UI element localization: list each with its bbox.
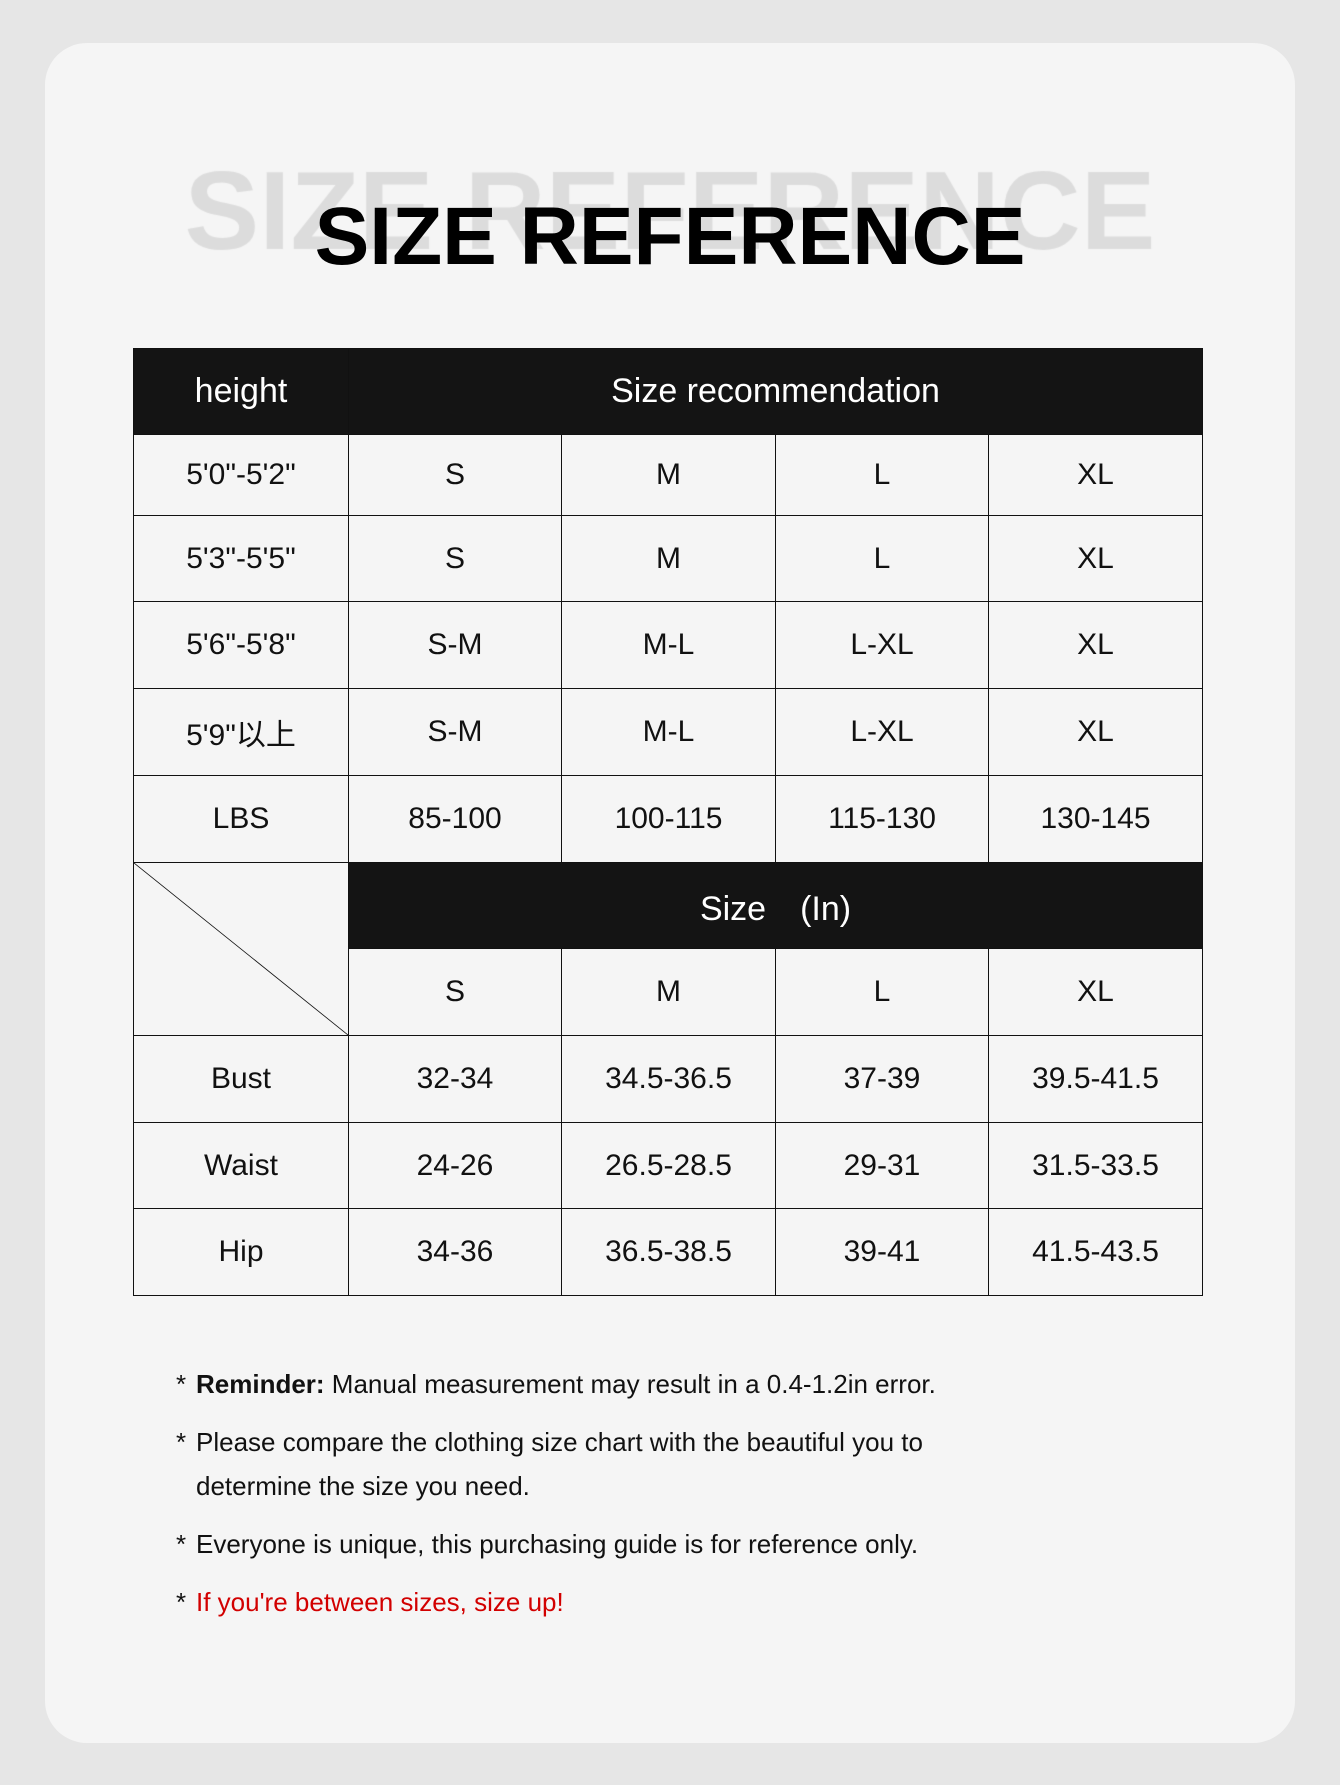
reminder-label: Reminder: — [196, 1369, 325, 1399]
row-label: Bust — [133, 1035, 349, 1123]
table-cell: 26.5-28.5 — [561, 1122, 776, 1209]
row-label: Hip — [133, 1208, 349, 1296]
table-cell: M — [561, 434, 776, 516]
table-cell: 31.5-33.5 — [987, 1122, 1204, 1209]
table-cell: S — [348, 434, 562, 516]
header-size-in: Size (In) — [347, 862, 1204, 949]
note-text: determine the size you need. — [196, 1471, 530, 1501]
table-row: Hip 34-36 36.5-38.5 39-41 41.5-43.5 — [133, 1208, 1204, 1296]
row-label: LBS — [133, 775, 349, 863]
table-cell: 39.5-41.5 — [987, 1035, 1204, 1123]
bullet: * — [176, 1427, 187, 1457]
table-cell: L-XL — [775, 688, 989, 776]
table-cell: 100-115 — [561, 775, 776, 863]
table-row: 5'0"-5'2" S M L XL — [133, 434, 1204, 516]
size-table: height Size recommendation 5'0"-5'2" S M L X… — [133, 348, 1204, 1296]
table-row: 5'6"-5'8" S-M M-L L-XL XL — [133, 601, 1204, 689]
page-title: SIZE REFERENCE — [314, 191, 1026, 282]
table-row: 5'3"-5'5" S M L XL — [133, 515, 1204, 602]
table-cell: 36.5-38.5 — [561, 1208, 776, 1296]
table-cell: M-L — [561, 688, 776, 776]
note-reminder: * Reminder: Manual measurement may result… — [176, 1362, 936, 1406]
note-text: Everyone is unique, this purchasing guid… — [196, 1529, 919, 1559]
note-unique: * Everyone is unique, this purchasing gui… — [176, 1522, 936, 1566]
note-size-up: * If you're between sizes, size up! — [176, 1580, 936, 1624]
table-cell: 85-100 — [348, 775, 562, 863]
table-cell: 41.5-43.5 — [987, 1208, 1204, 1296]
diagonal-line — [134, 863, 348, 1035]
table-cell: M — [561, 515, 776, 602]
bullet: * — [176, 1587, 187, 1617]
note-compare: * Please compare the clothing size chart … — [176, 1420, 936, 1508]
row-label: 5'0"-5'2" — [133, 434, 349, 516]
notes: * Reminder: Manual measurement may result… — [176, 1362, 936, 1638]
size-label: S — [348, 948, 562, 1036]
table-cell: 115-130 — [775, 775, 989, 863]
table-cell: S-M — [348, 601, 562, 689]
table-cell: XL — [987, 601, 1204, 689]
table-cell: S-M — [348, 688, 562, 776]
size-header-row: Size (In) — [133, 862, 1204, 1036]
table-cell: 34-36 — [348, 1208, 562, 1296]
size-labels-row: S M L XL — [134, 948, 1204, 1036]
bullet: * — [176, 1529, 187, 1559]
table-cell: 29-31 — [775, 1122, 989, 1209]
bullet: * — [176, 1369, 187, 1399]
row-label: 5'6"-5'8" — [133, 601, 349, 689]
diagonal-cell — [133, 862, 349, 1036]
title-watermark — [0, 150, 1340, 280]
table-cell: L — [775, 434, 989, 516]
table-cell: L-XL — [775, 601, 989, 689]
table-row: Waist 24-26 26.5-28.5 29-31 31.5-33.5 — [133, 1122, 1204, 1209]
table-cell: XL — [987, 434, 1204, 516]
note-text: Please compare the clothing size chart w… — [196, 1427, 923, 1457]
table-header-row: height Size recommendation — [133, 348, 1204, 435]
table-cell: 39-41 — [775, 1208, 989, 1296]
size-label: L — [775, 948, 989, 1036]
table-cell: 34.5-36.5 — [561, 1035, 776, 1123]
table-cell: 24-26 — [348, 1122, 562, 1209]
note-highlight: If you're between sizes, size up! — [196, 1587, 564, 1617]
size-label: XL — [987, 948, 1204, 1036]
row-label: 5'3"-5'5" — [133, 515, 349, 602]
table-cell: 37-39 — [775, 1035, 989, 1123]
size-label: M — [561, 948, 776, 1036]
header-height: height — [133, 348, 349, 435]
reminder-text: Manual measurement may result in a 0.4-1… — [324, 1369, 936, 1399]
table-cell: 32-34 — [348, 1035, 562, 1123]
table-cell: L — [775, 515, 989, 602]
header-size-recommendation: Size recommendation — [347, 348, 1204, 435]
table-row: LBS 85-100 100-115 115-130 130-145 — [133, 775, 1204, 863]
table-cell: 130-145 — [987, 775, 1204, 863]
row-label: Waist — [133, 1122, 349, 1209]
table-cell: XL — [987, 515, 1204, 602]
table-row: Bust 32-34 34.5-36.5 37-39 39.5-41.5 — [133, 1035, 1204, 1123]
table-cell: M-L — [561, 601, 776, 689]
row-label: 5'9"以上 — [133, 688, 349, 776]
table-row: 5'9"以上 S-M M-L L-XL XL — [133, 688, 1204, 776]
table-cell: XL — [987, 688, 1204, 776]
table-cell: S — [348, 515, 562, 602]
